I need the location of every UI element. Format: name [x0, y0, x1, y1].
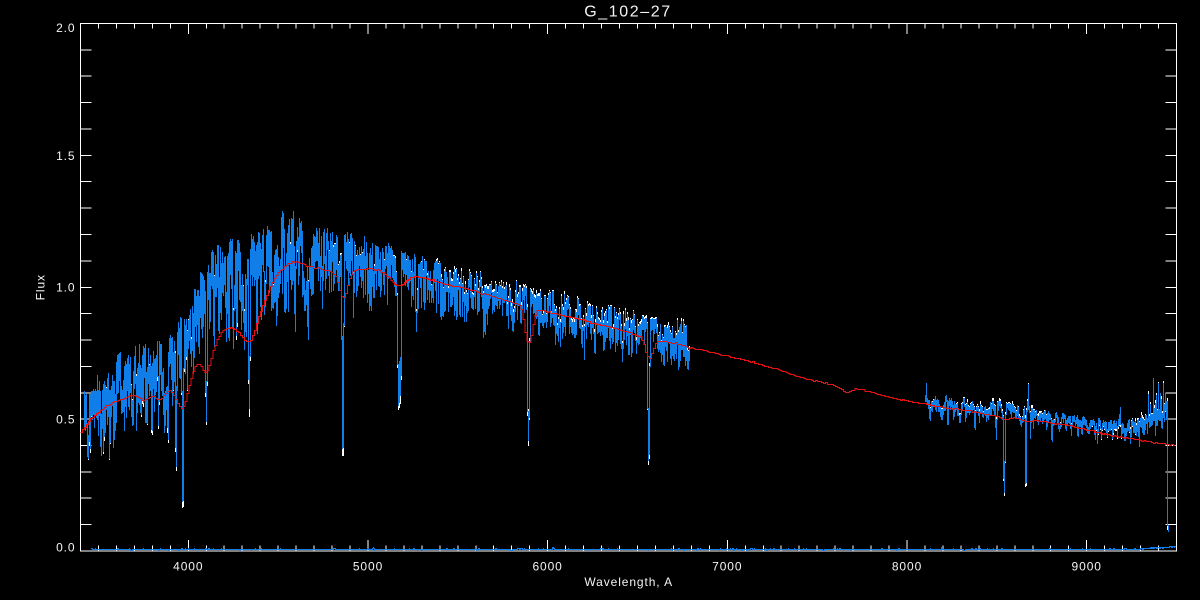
svg-text:5000: 5000	[353, 560, 383, 574]
svg-text:G_102–27: G_102–27	[584, 4, 672, 21]
svg-text:7000: 7000	[712, 560, 742, 574]
svg-text:0.5: 0.5	[56, 413, 75, 427]
svg-text:4000: 4000	[173, 560, 203, 574]
svg-text:8000: 8000	[892, 560, 922, 574]
svg-text:1.5: 1.5	[56, 149, 75, 163]
svg-text:2.0: 2.0	[56, 21, 75, 35]
svg-text:6000: 6000	[532, 560, 562, 574]
svg-text:9000: 9000	[1072, 560, 1102, 574]
svg-text:1.0: 1.0	[56, 281, 75, 295]
svg-text:Flux: Flux	[34, 274, 48, 300]
svg-text:0.0: 0.0	[56, 541, 75, 555]
svg-text:Wavelength, A: Wavelength, A	[584, 575, 673, 589]
